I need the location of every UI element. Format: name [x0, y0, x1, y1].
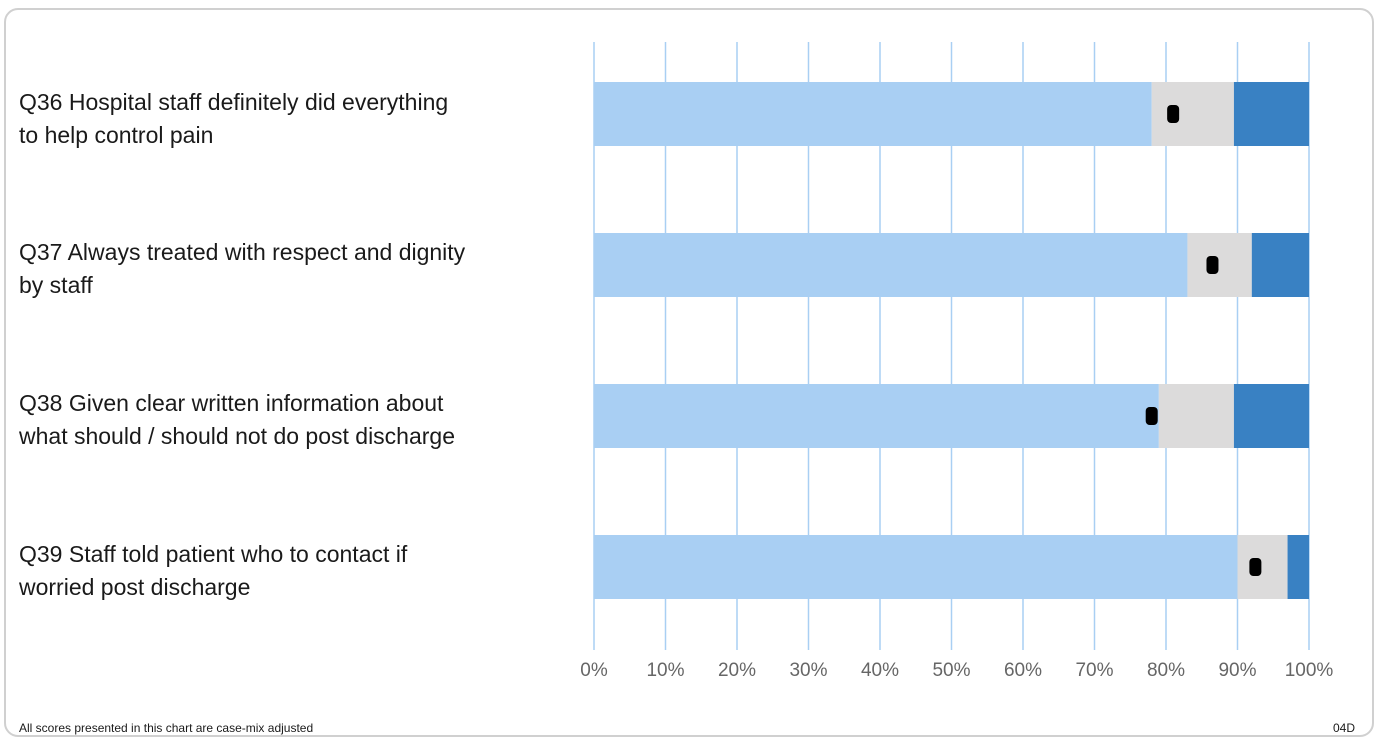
x-tick-label: 60% — [1004, 660, 1042, 681]
bar-segment — [1151, 82, 1234, 146]
x-tick-label: 30% — [789, 660, 827, 681]
chart-frame — [4, 8, 1374, 737]
x-tick-label: 0% — [580, 660, 608, 681]
x-tick-label: 70% — [1075, 660, 1113, 681]
bar-segment — [1233, 384, 1309, 448]
x-tick-label: 80% — [1147, 660, 1185, 681]
bar-segment — [594, 384, 1159, 448]
score-marker — [1206, 256, 1219, 274]
bar-segment — [1233, 82, 1309, 146]
x-tick-label: 40% — [861, 660, 899, 681]
category-label-line: worried post discharge — [19, 574, 251, 600]
footnote: All scores presented in this chart are c… — [19, 721, 314, 735]
bar-segment — [1251, 233, 1309, 297]
x-tick-label: 90% — [1218, 660, 1256, 681]
category-label-q37: Q37 Always treated with respect and dign… — [19, 236, 559, 302]
bar-segment — [594, 233, 1188, 297]
score-marker — [1249, 558, 1262, 576]
category-label-line: by staff — [19, 272, 93, 298]
bar-segment — [1237, 535, 1288, 599]
category-label-line: to help control pain — [19, 122, 214, 148]
category-label-q38: Q38 Given clear written information abou… — [19, 387, 559, 453]
bar-segment — [1158, 384, 1234, 448]
score-marker — [1145, 407, 1158, 425]
category-label-line: Q39 Staff told patient who to contact if — [19, 541, 408, 567]
category-label-line: Q38 Given clear written information abou… — [19, 390, 444, 416]
category-label-q36: Q36 Hospital staff definitely did everyt… — [19, 86, 559, 152]
x-tick-label: 10% — [646, 660, 684, 681]
score-marker — [1167, 105, 1180, 123]
bar-segment — [594, 82, 1152, 146]
category-label-line: Q37 Always treated with respect and dign… — [19, 239, 466, 265]
category-label-line: Q36 Hospital staff definitely did everyt… — [19, 89, 449, 115]
category-label-q39: Q39 Staff told patient who to contact if… — [19, 538, 559, 604]
bar-segment — [1187, 233, 1252, 297]
bar-segment — [594, 535, 1238, 599]
bar-segment — [1287, 535, 1309, 599]
chart-code: 04D — [1332, 721, 1355, 735]
x-tick-label: 20% — [718, 660, 756, 681]
category-label-line: what should / should not do post dischar… — [19, 423, 456, 449]
x-tick-label: 100% — [1285, 660, 1334, 681]
x-tick-label: 50% — [932, 660, 970, 681]
